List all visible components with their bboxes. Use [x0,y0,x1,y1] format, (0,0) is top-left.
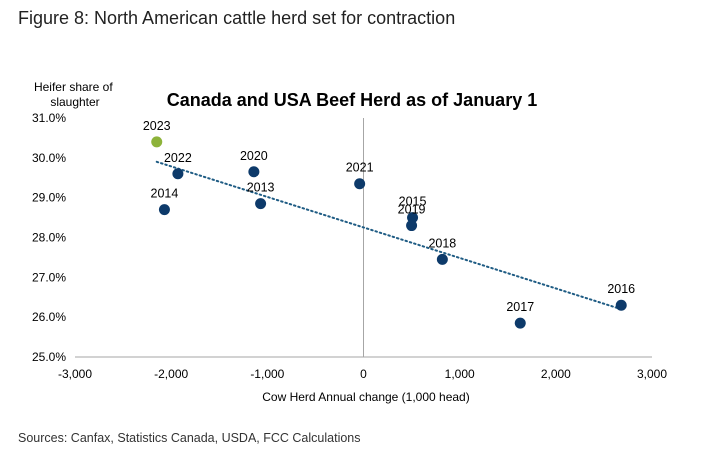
data-label-2022: 2022 [164,151,192,165]
data-label-2020: 2020 [240,149,268,163]
y-axis-label-line-2: slaughter [50,95,99,109]
data-label-2016: 2016 [607,282,635,296]
x-tick-label: -1,000 [250,367,284,381]
data-point-2016 [615,299,627,311]
y-tick-label: 25.0% [32,350,66,364]
y-axis-label: Heifer share of slaughter [34,80,116,109]
chart-title: Canada and USA Beef Herd as of January 1 [167,90,537,110]
data-point-2023 [151,136,163,148]
data-point-2014 [158,204,170,216]
x-tick-label: 1,000 [445,367,475,381]
y-tick-label: 31.0% [32,111,66,125]
scatter-chart: Canada and USA Beef Herd as of January 1… [32,80,667,404]
figure-title: Figure 8: North American cattle herd set… [18,8,456,28]
data-label-2021: 2021 [346,161,374,175]
data-points [151,136,627,329]
data-label-2023: 2023 [143,119,171,133]
axes [75,118,652,358]
x-tick-label: 2,000 [541,367,571,381]
source-note: Sources: Canfax, Statistics Canada, USDA… [18,431,361,445]
data-label-2019: 2019 [398,203,426,217]
data-point-2021 [354,178,366,190]
data-point-2022 [172,168,184,180]
data-label-2014: 2014 [151,187,179,201]
data-label-2015: 2015 [399,195,427,209]
trendline [155,160,623,311]
y-tick-label: 28.0% [32,231,66,245]
y-tick-label: 27.0% [32,270,66,284]
trendline-group [155,160,623,311]
y-axis-ticks: 25.0% 26.0% 27.0% 28.0% 29.0% 30.0% 31.0% [32,111,66,364]
data-label-2017: 2017 [506,300,534,314]
data-point-2019 [406,220,418,232]
x-tick-label: 3,000 [637,367,667,381]
data-point-2017 [514,317,526,329]
data-point-2018 [436,253,448,265]
data-point-2015 [407,212,419,224]
x-tick-label: 0 [360,367,367,381]
x-axis-label: Cow Herd Annual change (1,000 head) [262,390,469,404]
data-label-2018: 2018 [428,236,456,250]
y-tick-label: 30.0% [32,151,66,165]
x-axis-ticks: -3,000 -2,000 -1,000 0 1,000 2,000 3,000 [58,367,667,381]
x-tick-label: -2,000 [154,367,188,381]
data-label-2013: 2013 [247,181,275,195]
y-axis-label-line-1: Heifer share of [34,80,113,94]
y-tick-label: 26.0% [32,310,66,324]
y-tick-label: 29.0% [32,191,66,205]
x-tick-label: -3,000 [58,367,92,381]
data-point-2013 [255,198,267,210]
data-point-2020 [248,166,260,178]
